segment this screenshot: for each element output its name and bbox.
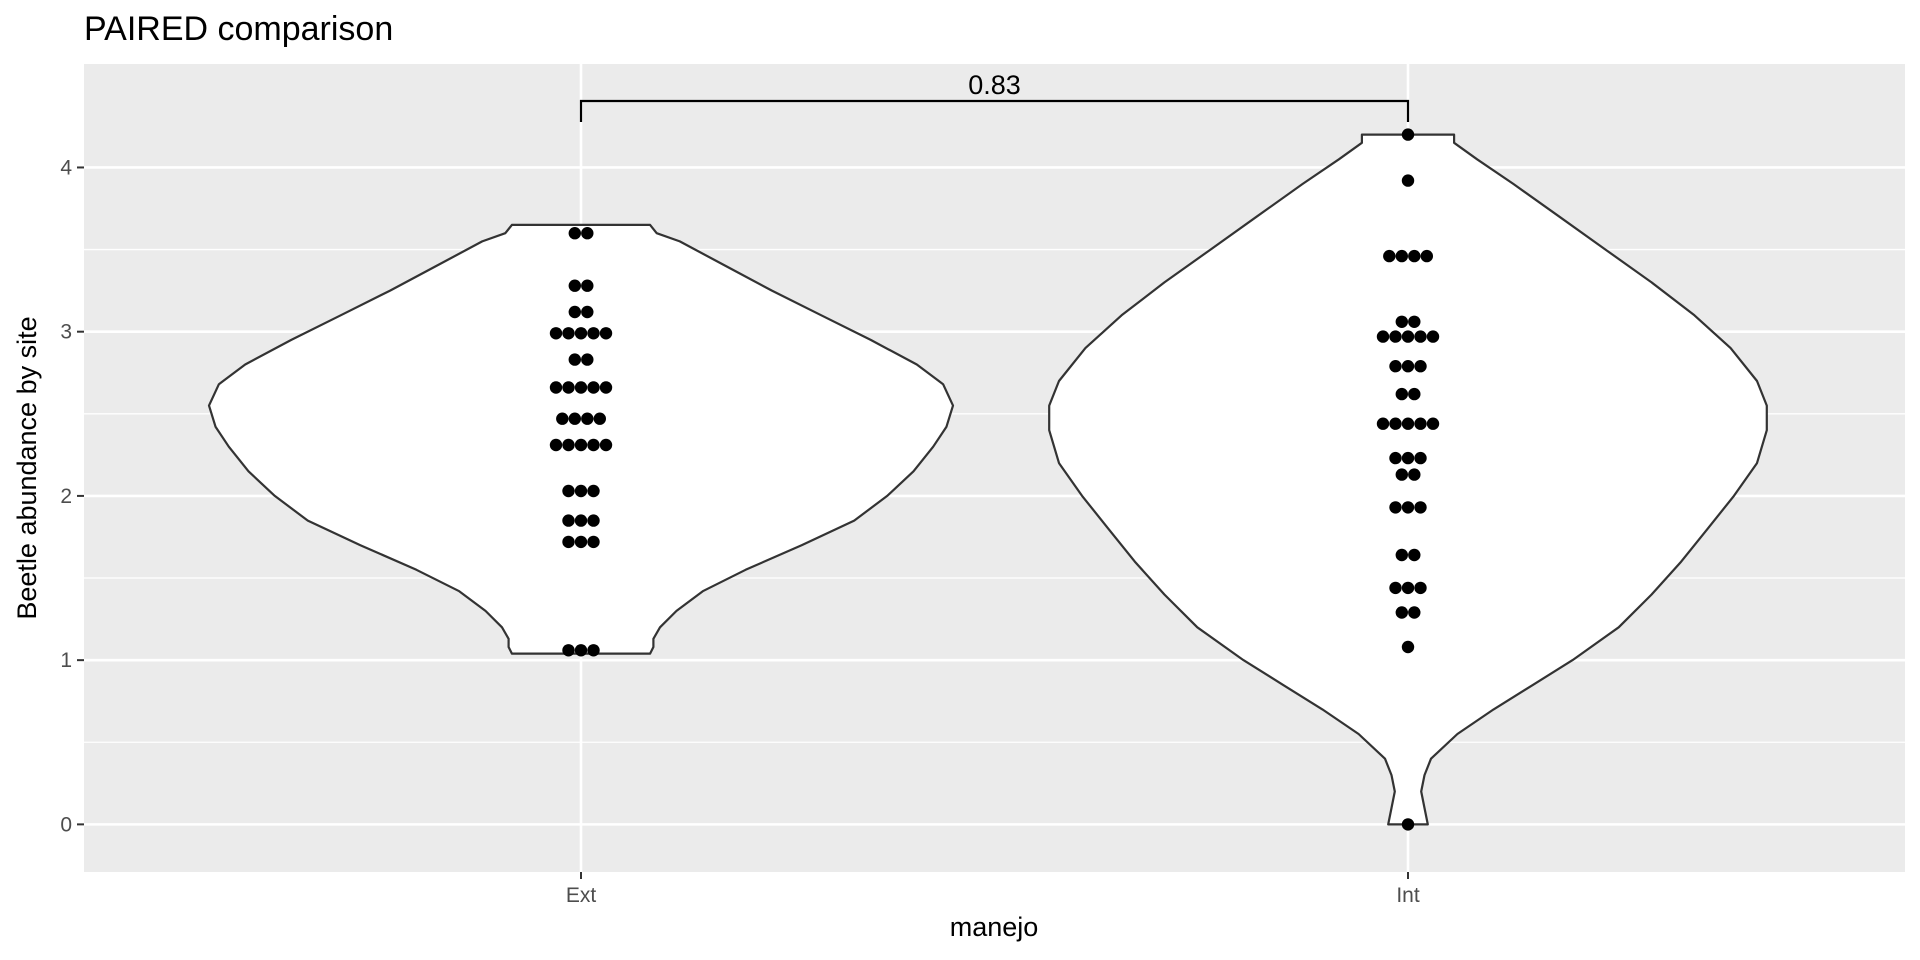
data-point: [562, 484, 575, 498]
data-point: [1389, 360, 1402, 373]
data-point: [1401, 360, 1415, 373]
data-point: [1408, 315, 1421, 328]
data-point: [1395, 315, 1409, 328]
data-point: [1376, 330, 1390, 343]
data-point: [574, 327, 588, 340]
p-value-label: 0.83: [968, 70, 1021, 100]
data-point: [1401, 451, 1415, 465]
data-point: [581, 353, 594, 366]
x-axis-title: manejo: [950, 912, 1039, 942]
y-tick-label: 4: [60, 156, 72, 179]
data-point: [1401, 174, 1415, 187]
data-point: [1389, 330, 1402, 343]
data-point: [1414, 330, 1427, 343]
significance-bracket: [579, 99, 1410, 122]
data-point: [562, 535, 575, 549]
chart-title: PAIRED comparison: [84, 10, 393, 48]
data-point: [1389, 501, 1402, 514]
y-tick-label: 1: [60, 649, 72, 672]
data-point: [1401, 501, 1415, 514]
data-point: [1408, 548, 1421, 562]
data-point: [1414, 417, 1427, 430]
data-point: [1395, 249, 1409, 263]
data-point: [574, 381, 588, 394]
x-tick-label: Ext: [566, 884, 597, 907]
x-tick-label: Int: [1396, 884, 1420, 907]
data-point: [574, 644, 588, 657]
data-point: [1408, 387, 1421, 401]
data-point: [568, 305, 581, 319]
data-point: [562, 438, 575, 452]
data-point: [574, 514, 588, 527]
data-point: [1408, 249, 1421, 263]
data-point: [581, 227, 594, 240]
y-axis-title: Beetle abundance by site: [12, 316, 42, 619]
data-point: [1383, 249, 1396, 263]
data-point: [574, 535, 588, 549]
data-point: [562, 327, 575, 340]
data-point: [1389, 581, 1402, 595]
data-point: [599, 438, 613, 452]
data-point: [556, 412, 569, 425]
y-tick-label: 3: [60, 321, 72, 344]
data-point: [568, 227, 581, 240]
data-point: [549, 327, 563, 340]
data-point: [587, 327, 600, 340]
data-point: [1376, 417, 1390, 430]
data-point: [1401, 818, 1415, 831]
data-point: [1401, 417, 1415, 430]
data-point: [562, 644, 575, 657]
data-point: [568, 412, 581, 425]
data-point: [581, 279, 594, 292]
data-point: [581, 305, 594, 319]
violin-int: [1048, 133, 1768, 826]
data-point: [1389, 451, 1402, 465]
data-point: [1414, 581, 1427, 595]
data-point: [1401, 581, 1415, 595]
data-point: [574, 438, 588, 452]
data-point: [1426, 417, 1440, 430]
data-point: [1401, 330, 1415, 343]
plot-area: 0 1 2 3 4 Ext Int 0.83: [60, 64, 1905, 907]
data-point: [1395, 468, 1409, 481]
data-point: [1420, 249, 1434, 263]
data-point: [587, 535, 600, 549]
data-point: [581, 412, 594, 425]
data-point: [1414, 451, 1427, 465]
data-point: [1395, 387, 1409, 401]
data-point: [1395, 548, 1409, 562]
data-point: [587, 514, 600, 527]
data-point: [587, 644, 600, 657]
data-point: [1414, 360, 1427, 373]
data-point: [593, 412, 606, 425]
data-point: [1408, 606, 1421, 619]
data-point: [1408, 468, 1421, 481]
data-point: [549, 381, 563, 394]
data-point: [1389, 417, 1402, 430]
data-point: [549, 438, 563, 452]
data-point: [599, 381, 613, 394]
data-point: [568, 353, 581, 366]
y-tick-label: 2: [60, 485, 72, 508]
data-point: [587, 381, 600, 394]
data-point: [587, 438, 600, 452]
data-point: [562, 381, 575, 394]
data-point: [568, 279, 581, 292]
data-point: [599, 327, 613, 340]
data-point: [1395, 606, 1409, 619]
data-point: [574, 484, 588, 498]
data-point: [1401, 128, 1415, 141]
data-point: [562, 514, 575, 527]
y-tick-label: 0: [60, 813, 72, 836]
data-point: [587, 484, 600, 498]
data-point: [1426, 330, 1440, 343]
data-point: [1401, 640, 1415, 654]
data-point: [1414, 501, 1427, 514]
